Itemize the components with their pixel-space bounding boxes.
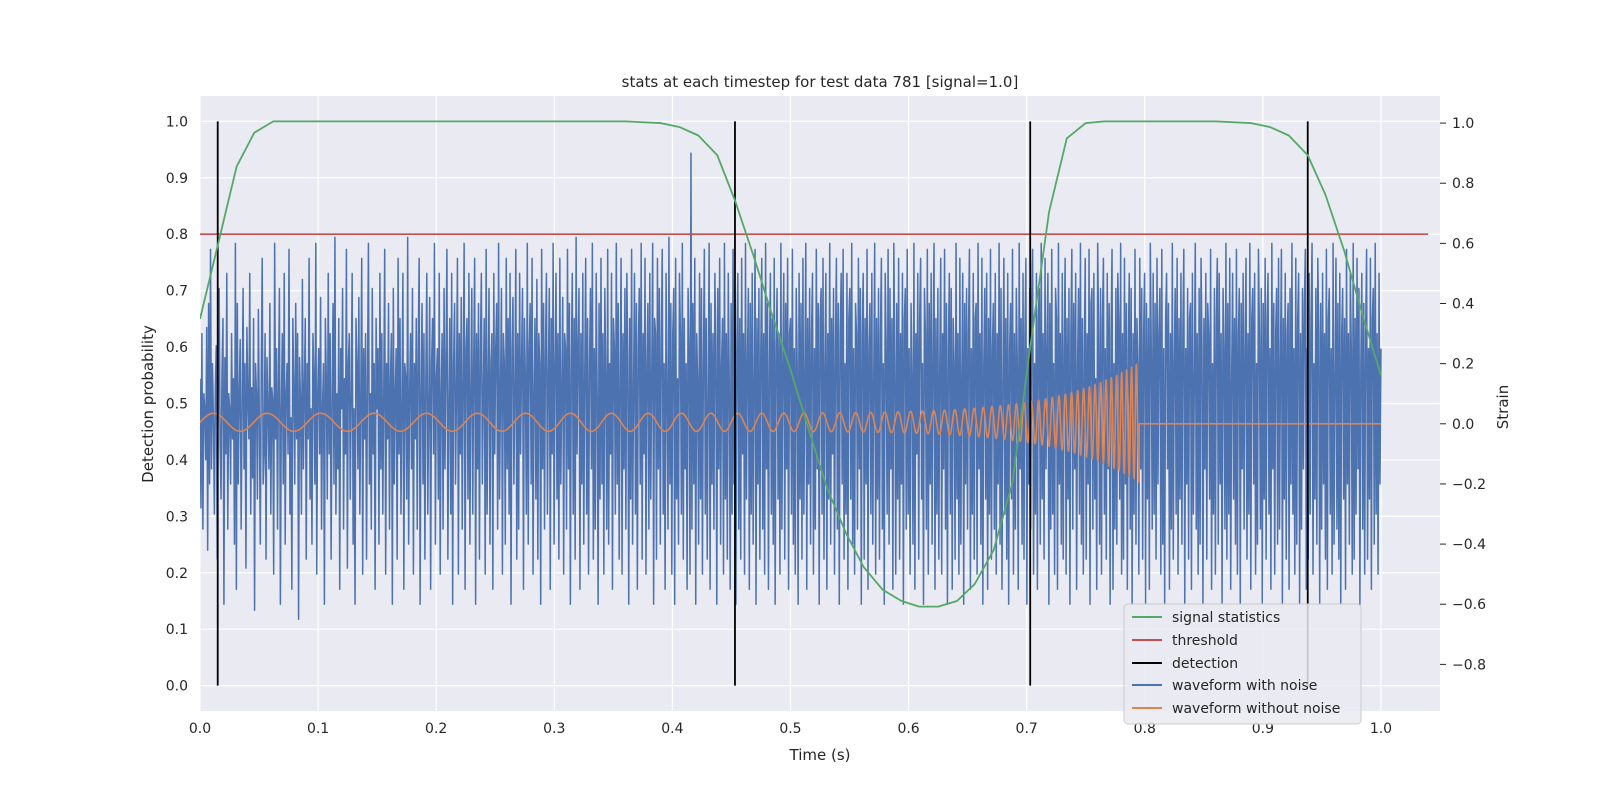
- chart-title: stats at each timestep for test data 781…: [622, 73, 1019, 91]
- y-right-tick-label: 0.4: [1452, 297, 1474, 313]
- x-axis-label: Time (s): [789, 746, 851, 764]
- y-left-tick-label: 0.7: [166, 284, 188, 300]
- legend-label-waveform-without-noise: waveform without noise: [1172, 701, 1340, 717]
- y-left-tick-label: 0.4: [166, 453, 188, 469]
- legend: signal statistics threshold detection wa…: [1123, 603, 1362, 725]
- waveform-with-noise-line: [200, 152, 1382, 621]
- waveform-without-noise-line: [200, 363, 1382, 483]
- y-left-tick-label: 0.3: [166, 509, 188, 525]
- legend-label-threshold: threshold: [1172, 633, 1238, 649]
- x-tick-label: 0.5: [779, 721, 801, 737]
- y-left-tick-label: 0.9: [166, 171, 188, 187]
- y-right-tick-label: 0.0: [1452, 417, 1474, 433]
- x-tick-label: 0.2: [425, 721, 447, 737]
- legend-box: [1123, 603, 1362, 725]
- y-left-tick-label: 0.5: [166, 397, 188, 413]
- plot-series: [200, 120, 1429, 686]
- legend-label-signal-statistics: signal statistics: [1172, 610, 1280, 626]
- y-left-tick-label: 0.1: [166, 622, 188, 638]
- legend-label-waveform-with-noise: waveform with noise: [1172, 678, 1317, 694]
- y-left-tick-label: 0.8: [166, 227, 188, 243]
- x-axis-ticks: 0.0 0.1 0.2 0.3 0.4 0.5 0.6 0.7 0.8 0.9 1.0: [189, 721, 1392, 737]
- legend-label-detection: detection: [1172, 656, 1238, 672]
- y-right-axis-ticks: −0.8 −0.6 −0.4 −0.2 0.0 0.2 0.4 0.6 0.8 1.0: [1440, 116, 1486, 673]
- x-tick-label: 1.0: [1370, 721, 1392, 737]
- signal-statistics-line: [200, 120, 1382, 608]
- y-right-tick-label: −0.6: [1452, 597, 1486, 613]
- x-tick-label: 0.9: [1252, 721, 1274, 737]
- waveform-without-noise-series: [200, 363, 1382, 483]
- y-right-tick-label: 1.0: [1452, 116, 1474, 132]
- x-tick-label: 0.1: [307, 721, 329, 737]
- x-tick-label: 0.3: [543, 721, 565, 737]
- y-right-axis-label: Strain: [1494, 385, 1512, 429]
- y-left-axis-ticks: 0.0 0.1 0.2 0.3 0.4 0.5 0.6 0.7 0.8 0.9 1.0: [166, 114, 188, 694]
- y-right-tick-label: −0.8: [1452, 657, 1486, 673]
- y-right-tick-label: 0.6: [1452, 236, 1474, 252]
- y-right-tick-label: 0.2: [1452, 357, 1474, 373]
- detection-series: [216, 121, 1309, 686]
- y-right-tick-label: −0.4: [1452, 537, 1486, 553]
- y-left-tick-label: 0.2: [166, 566, 188, 582]
- y-right-tick-label: 0.8: [1452, 176, 1474, 192]
- x-tick-label: 0.6: [897, 721, 919, 737]
- y-left-tick-label: 1.0: [166, 114, 188, 130]
- x-tick-label: 0.8: [1134, 721, 1156, 737]
- waveform-with-noise-series: [200, 152, 1382, 621]
- signal-statistics-series: [200, 120, 1382, 608]
- x-tick-label: 0.7: [1016, 721, 1038, 737]
- x-tick-label: 0.4: [661, 721, 683, 737]
- x-tick-label: 0.0: [189, 721, 211, 737]
- y-left-tick-label: 0.6: [166, 340, 188, 356]
- y-right-tick-label: −0.2: [1452, 477, 1486, 493]
- y-left-tick-label: 0.0: [166, 679, 188, 695]
- y-left-axis-label: Detection probability: [139, 325, 157, 483]
